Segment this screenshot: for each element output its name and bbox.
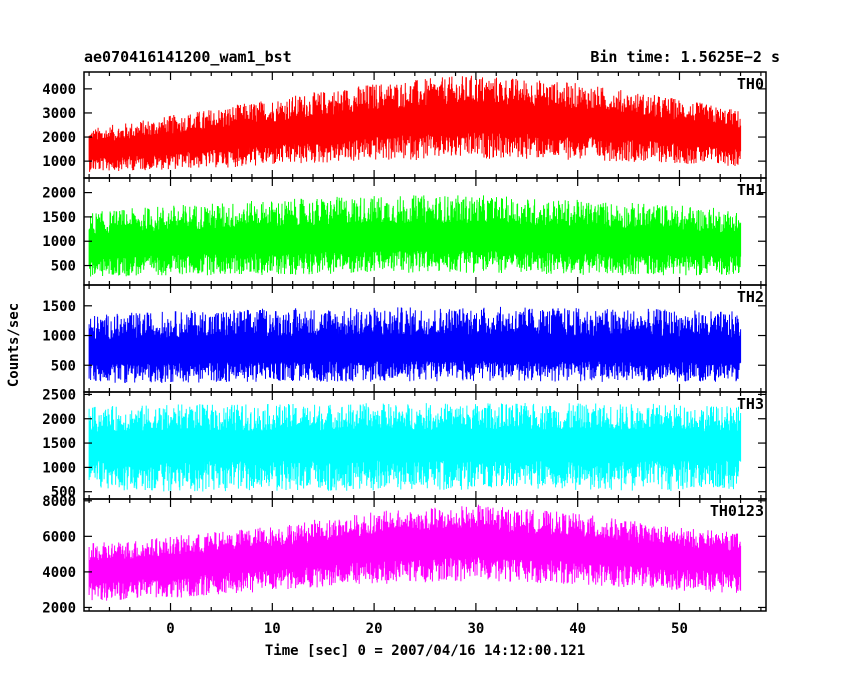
x-axis-label: Time [sec] 0 = 2007/04/16 14:12:00.121 bbox=[265, 643, 585, 659]
y-tick-label: 1000 bbox=[42, 234, 76, 250]
y-tick-label: 2000 bbox=[42, 600, 76, 616]
panel-label-th0123: TH0123 bbox=[710, 502, 764, 520]
panel-th0123: 2000 4000 6000 8000 TH0123 bbox=[42, 494, 767, 616]
panel-th3: 500 1000 1500 2000 2500 TH3 bbox=[42, 387, 767, 501]
series-line-th2 bbox=[88, 306, 742, 384]
y-tick-label: 4000 bbox=[42, 565, 76, 581]
series-line-th0 bbox=[88, 75, 742, 172]
panel-label-th3: TH3 bbox=[737, 395, 764, 413]
chart-title: ae070416141200_wam1_bst bbox=[84, 48, 292, 66]
y-tick-label: 3000 bbox=[42, 106, 76, 122]
x-tick-label: 30 bbox=[467, 621, 484, 637]
x-tick-label: 10 bbox=[264, 621, 281, 637]
y-tick-label: 2000 bbox=[42, 186, 76, 202]
series-line-th3 bbox=[88, 402, 742, 492]
y-tick-label: 2500 bbox=[42, 387, 76, 403]
panel-label-th0: TH0 bbox=[737, 75, 764, 93]
panel-label-th2: TH2 bbox=[737, 288, 764, 306]
y-tick-label: 2000 bbox=[42, 412, 76, 428]
bin-time-label: Bin time: 1.5625E−2 s bbox=[590, 48, 780, 66]
y-tick-label: 2000 bbox=[42, 130, 76, 146]
y-tick-label: 1500 bbox=[42, 299, 76, 315]
y-tick-label: 1000 bbox=[42, 460, 76, 476]
series-line-th0123 bbox=[88, 504, 742, 601]
y-tick-label: 8000 bbox=[42, 494, 76, 510]
y-tick-label: 4000 bbox=[42, 82, 76, 98]
y-tick-label: 1000 bbox=[42, 329, 76, 345]
y-tick-label: 1500 bbox=[42, 210, 76, 226]
panel-th1: 500 1000 1500 2000 TH1 bbox=[42, 177, 767, 286]
y-tick-label: 1000 bbox=[42, 154, 76, 170]
x-tick-label: 50 bbox=[671, 621, 688, 637]
y-tick-label: 500 bbox=[51, 358, 76, 374]
panel-frame bbox=[83, 498, 767, 612]
y-tick-label: 6000 bbox=[42, 529, 76, 545]
x-tick-label: 40 bbox=[569, 621, 586, 637]
x-tick-labels: 0 10 20 30 40 50 bbox=[166, 621, 688, 637]
panel-label-th1: TH1 bbox=[737, 181, 764, 199]
x-tick-label: 20 bbox=[366, 621, 383, 637]
panel-th0: 1000 2000 3000 4000 TH0 bbox=[42, 71, 767, 179]
panel-th2: 500 1000 1500 TH2 bbox=[42, 284, 767, 393]
y-tick-label: 500 bbox=[51, 485, 76, 501]
series-line-th1 bbox=[88, 195, 742, 277]
y-tick-label: 1500 bbox=[42, 436, 76, 452]
y-axis-label: Counts/sec bbox=[6, 303, 22, 387]
x-tick-label: 0 bbox=[166, 621, 174, 637]
y-tick-label: 500 bbox=[51, 259, 76, 275]
